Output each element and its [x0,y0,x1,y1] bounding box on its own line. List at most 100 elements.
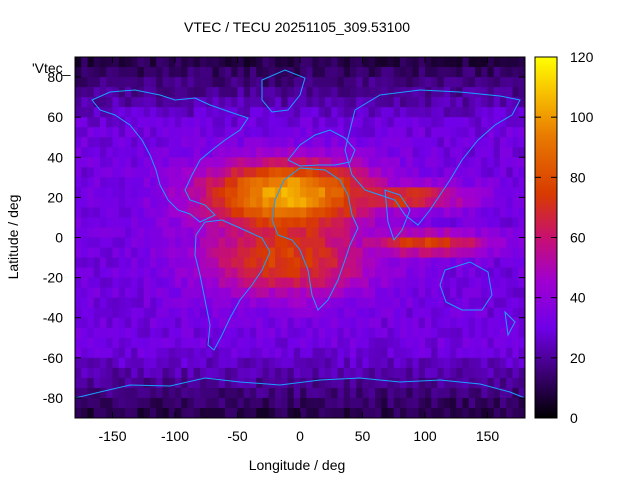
heatmap-cell [243,77,251,88]
heatmap-cell [312,187,320,198]
heatmap-cell [350,107,357,118]
heatmap-cell [318,347,326,359]
heatmap-cell [187,177,195,188]
heatmap-cell [381,357,389,369]
heatmap-cell [356,237,364,249]
heatmap-cell [225,327,232,339]
heatmap-cell [406,197,414,209]
heatmap-cell [468,167,476,178]
heatmap-cell [431,107,439,118]
heatmap-cell [493,377,501,389]
heatmap-cell [212,227,220,239]
heatmap-cell [518,247,525,259]
heatmap-cell [306,297,314,309]
heatmap-cell [350,197,357,209]
heatmap-cell [275,207,282,219]
heatmap-cell [381,287,389,299]
heatmap-cell [162,327,170,339]
heatmap-cell [200,307,207,319]
heatmap-cell [425,57,432,68]
heatmap-cell [243,357,251,369]
heatmap-cell [350,207,357,219]
heatmap-cell [156,357,164,369]
heatmap-cell [325,397,332,409]
heatmap-cell [212,197,220,209]
heatmap-cell [318,407,326,418]
heatmap-cell [137,327,145,339]
heatmap-cell [218,117,226,128]
heatmap-cell [162,177,170,188]
heatmap-cell [193,367,201,379]
heatmap-cell [118,247,126,259]
heatmap-cell [256,97,264,108]
heatmap-cell [462,237,470,249]
heatmap-cell [331,327,339,339]
heatmap-cell [125,77,132,88]
heatmap-cell [368,257,376,269]
heatmap-cell [450,217,457,229]
heatmap-cell [300,407,307,418]
heatmap-cell [406,107,414,118]
heatmap-cell [325,137,332,148]
heatmap-cell [81,127,89,138]
heatmap-cell [275,127,282,138]
heatmap-cell [318,117,326,128]
heatmap-cell [231,127,239,138]
heatmap-cell [362,407,370,418]
heatmap-cell [375,77,382,88]
heatmap-cell [112,387,120,399]
heatmap-cell [150,197,157,209]
heatmap-cell [243,277,251,289]
heatmap-cell [262,127,270,138]
heatmap-cell [450,307,457,319]
heatmap-cell [218,387,226,399]
heatmap-cell [106,317,114,329]
heatmap-cell [156,297,164,309]
heatmap-cell [293,227,301,239]
heatmap-cell [412,187,420,198]
heatmap-cell [106,267,114,279]
heatmap-cell [325,127,332,138]
heatmap-cell [425,287,432,299]
heatmap-cell [431,397,439,409]
heatmap-cell [287,267,295,279]
heatmap-cell [450,257,457,269]
heatmap-cell [468,77,476,88]
heatmap-cell [425,297,432,309]
heatmap-cell [506,237,514,249]
heatmap-cell [87,127,95,138]
heatmap-cell [293,347,301,359]
heatmap-cell [256,157,264,168]
heatmap-cell [256,127,264,138]
heatmap-cell [100,257,107,269]
heatmap-cell [237,367,245,379]
heatmap-cell [387,207,395,219]
heatmap-cell [481,227,489,239]
heatmap-cell [500,327,507,339]
heatmap-cell [256,77,264,88]
heatmap-cell [325,387,332,399]
heatmap-cell [150,147,157,158]
heatmap-cell [168,57,176,68]
heatmap-cell [293,267,301,279]
heatmap-cell [75,187,82,198]
heatmap-cell [312,357,320,369]
heatmap-cell [425,147,432,158]
heatmap-cell [450,367,457,379]
heatmap-cell [387,237,395,249]
heatmap-cell [81,397,89,409]
heatmap-cell [318,367,326,379]
heatmap-cell [168,247,176,259]
heatmap-cell [418,97,426,108]
heatmap-cell [293,257,301,269]
heatmap-cell [175,67,182,78]
heatmap-cell [387,377,395,389]
heatmap-cell [268,337,276,349]
heatmap-cell [106,177,114,188]
heatmap-cell [437,397,445,409]
heatmap-cell [268,357,276,369]
heatmap-cell [293,357,301,369]
heatmap-cell [268,227,276,239]
heatmap-cell [500,147,507,158]
heatmap-cell [118,77,126,88]
